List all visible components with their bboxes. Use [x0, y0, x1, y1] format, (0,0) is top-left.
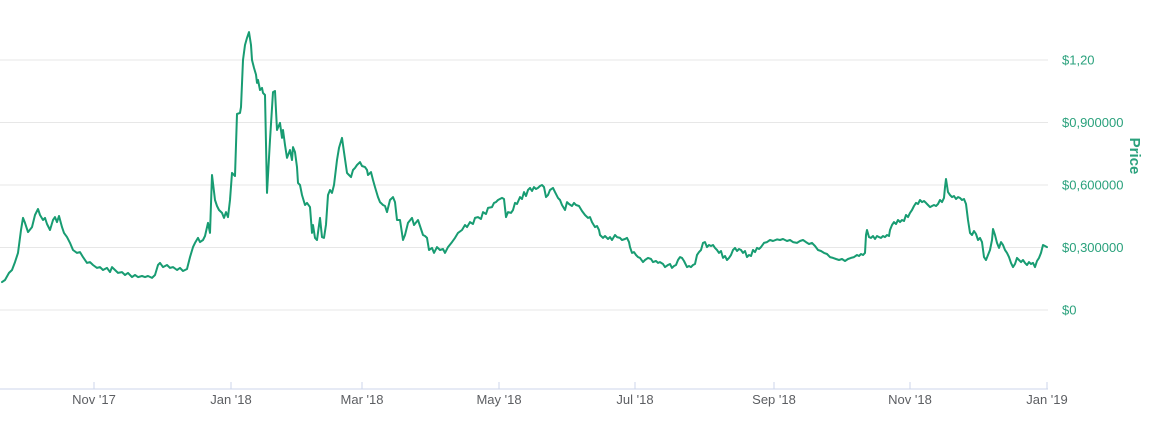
y-axis-title: Price: [1126, 137, 1143, 175]
x-axis-tick-label: Nov '17: [72, 392, 116, 407]
x-axis-tick-label: Nov '18: [888, 392, 932, 407]
x-axis-tick-label: Mar '18: [341, 392, 384, 407]
y-axis-tick-label: $1,20: [1062, 53, 1095, 68]
x-axis-tick-label: Jan '19: [1026, 392, 1068, 407]
x-axis-tick-label: Sep '18: [752, 392, 796, 407]
price-line-series: [1, 31, 1048, 284]
x-axis-tick-label: May '18: [476, 392, 521, 407]
y-axis-tick-label: $0,600000: [1062, 178, 1123, 193]
y-axis-tick-label: $0: [1062, 303, 1076, 318]
x-axis-tick-label: Jan '18: [210, 392, 252, 407]
y-axis-tick-label: $0,300000: [1062, 240, 1123, 255]
y-axis-tick-label: $0,900000: [1062, 115, 1123, 130]
x-axis-tick-label: Jul '18: [616, 392, 653, 407]
